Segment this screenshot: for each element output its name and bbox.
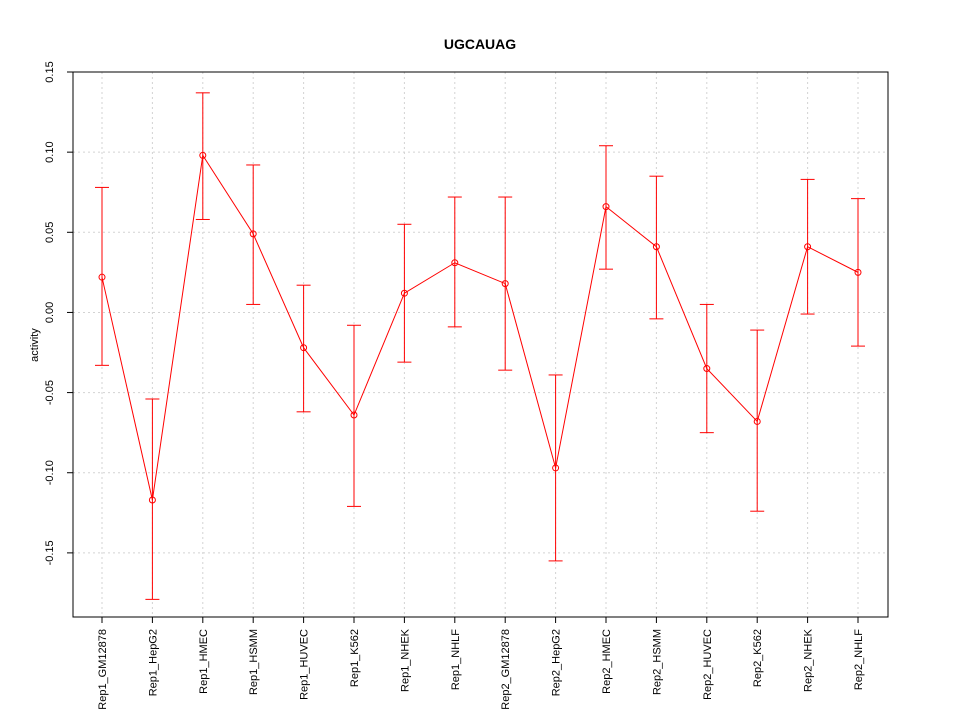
y-tick-label: 0.15 xyxy=(44,61,56,82)
data-point xyxy=(451,259,459,267)
x-tick-label: Rep2_GM12878 xyxy=(500,629,512,710)
series-line xyxy=(101,153,859,501)
data-point xyxy=(400,289,408,297)
data-point xyxy=(602,203,610,211)
y-axis: -0.15 -0.10 -0.05 0.00 0.05 0.10 0.15 xyxy=(44,61,73,565)
x-tick-label: Rep2_HSMM xyxy=(651,629,663,695)
y-axis-label: activity xyxy=(29,328,41,362)
x-axis: Rep1_GM12878 Rep1_HepG2 Rep1_HMEC Rep1_HSMM… xyxy=(97,617,865,710)
x-tick-label: Rep1_HepG2 xyxy=(147,629,159,696)
x-tick-label: Rep1_HUVEC xyxy=(299,629,311,700)
x-tick-label: Rep1_HMEC xyxy=(198,629,210,694)
data-point xyxy=(703,365,711,373)
data-point xyxy=(804,243,812,251)
data-point xyxy=(300,344,308,352)
data-point xyxy=(148,496,156,504)
x-tick-label: Rep2_HepG2 xyxy=(551,629,563,696)
y-tick-label: -0.15 xyxy=(44,540,56,565)
x-tick-label: Rep1_HSMM xyxy=(248,629,260,695)
grid xyxy=(73,71,888,617)
y-tick-label: -0.05 xyxy=(44,380,56,405)
plot-frame xyxy=(72,71,889,618)
x-tick-label: Rep1_NHLF xyxy=(450,629,462,690)
data-point xyxy=(98,273,106,281)
data-point xyxy=(199,151,207,159)
x-tick-label: Rep1_NHEK xyxy=(399,628,411,692)
data-point xyxy=(501,280,509,288)
series xyxy=(95,92,865,600)
y-tick-label: 0.10 xyxy=(44,141,56,162)
data-point xyxy=(854,268,862,276)
data-point xyxy=(552,464,560,472)
x-tick-label: Rep1_K562 xyxy=(349,629,361,687)
data-point xyxy=(652,243,660,251)
y-tick-label: 0.00 xyxy=(44,302,56,323)
x-tick-label: Rep1_GM12878 xyxy=(97,629,109,710)
x-tick-label: Rep2_HMEC xyxy=(601,629,613,694)
x-tick-label: Rep2_K562 xyxy=(752,629,764,687)
y-tick-label: 0.05 xyxy=(44,222,56,243)
data-point xyxy=(249,230,257,238)
data-point xyxy=(753,417,761,425)
chart-title: UGCAUAG xyxy=(444,36,516,52)
y-tick-label: -0.10 xyxy=(44,460,56,485)
x-tick-label: Rep2_NHEK xyxy=(803,628,815,692)
x-tick-label: Rep2_HUVEC xyxy=(702,629,714,700)
data-point xyxy=(350,411,358,419)
x-tick-label: Rep2_NHLF xyxy=(853,629,865,690)
